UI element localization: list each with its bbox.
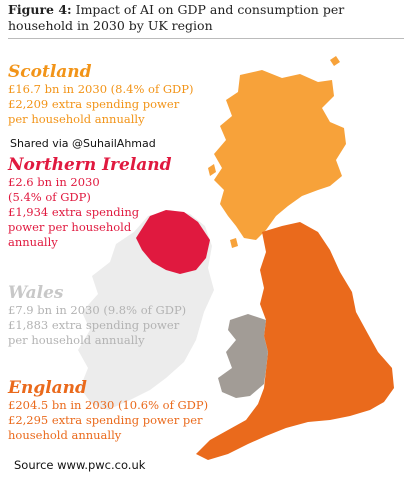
source-credit: Source www.pwc.co.uk [14,458,146,472]
region-line: per household annually [8,112,145,126]
region-info-wales: Wales £7.9 bn in 2030 (9.8% of GDP) £1,8… [8,283,186,348]
region-name-scotland: Scotland [8,62,92,82]
region-line: £7.9 bn in 2030 (9.8% of GDP) [8,303,187,317]
region-name-england: England [8,378,87,398]
figure-title: Figure 4: Impact of AI on GDP and consum… [8,2,404,34]
region-name-wales: Wales [8,283,64,303]
region-line: annually [8,235,58,249]
map-region-northern-ireland [136,210,210,274]
map-region-scotland [214,70,346,240]
map-region-wales [218,314,268,398]
region-line: power per household [8,220,132,234]
region-line: per household annually [8,333,145,347]
region-line: £1,934 extra spending [8,205,140,219]
figure-title-text: Impact of AI on GDP and consumption per … [8,2,345,33]
region-info-scotland: Scotland £16.7 bn in 2030 (8.4% of GDP) … [8,62,194,127]
region-line: household annually [8,428,122,442]
shared-via-watermark: Shared via @SuhailAhmad [10,137,156,150]
region-line: £1,883 extra spending power [8,318,180,332]
region-line: £2,209 extra spending power [8,97,180,111]
region-info-northern-ireland: Northern Ireland £2.6 bn in 2030 (5.4% o… [8,155,172,250]
region-line: £2,295 extra spending power per [8,413,203,427]
region-line: £16.7 bn in 2030 (8.4% of GDP) [8,82,194,96]
region-line: £204.5 bn in 2030 (10.6% of GDP) [8,398,209,412]
map-region-england [196,222,394,460]
region-line: £2.6 bn in 2030 [8,175,100,189]
figure-label: Figure 4: [8,2,72,17]
region-info-england: England £204.5 bn in 2030 (10.6% of GDP)… [8,378,208,443]
region-name-northern-ireland: Northern Ireland [8,155,172,175]
title-divider [8,38,404,39]
region-line: (5.4% of GDP) [8,190,91,204]
uk-region-map [78,56,394,460]
